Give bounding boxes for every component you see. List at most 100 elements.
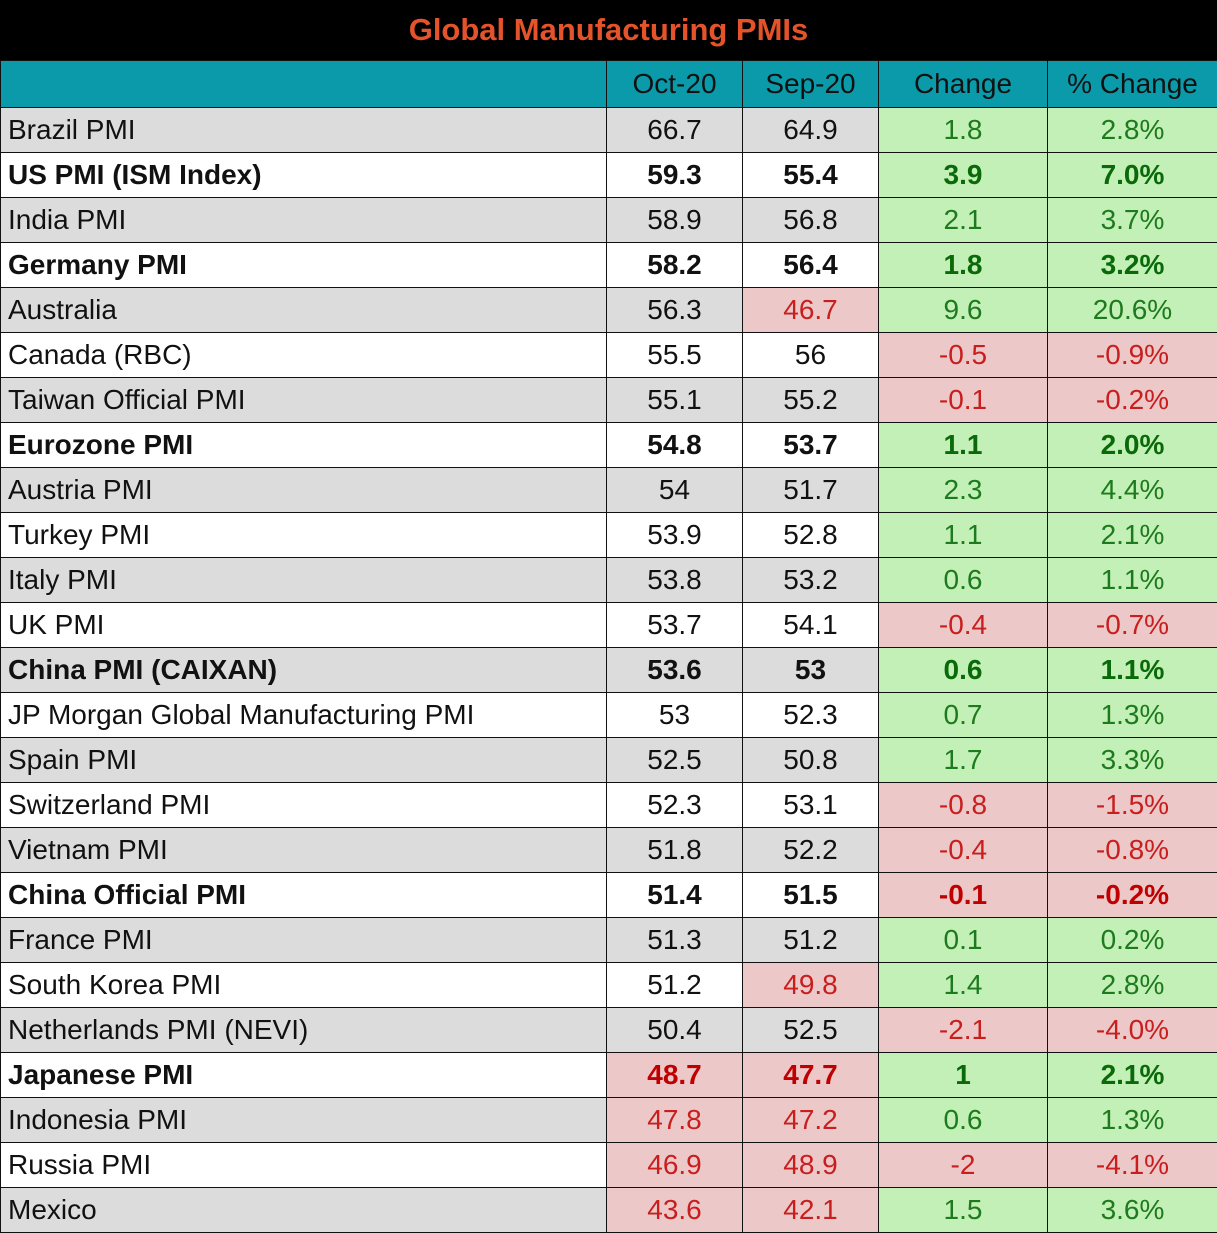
oct-20-cell: 66.7 bbox=[606, 107, 743, 153]
oct-20-cell: 51.4 bbox=[606, 872, 743, 918]
change-cell: -2.1 bbox=[878, 1007, 1048, 1053]
table-row: Eurozone PMI 54.8 53.7 1.1 2.0% bbox=[0, 422, 1217, 468]
oct-20-cell: 47.8 bbox=[606, 1097, 743, 1143]
change-cell: 2.3 bbox=[878, 467, 1048, 513]
country-name-cell: China PMI (CAIXAN) bbox=[0, 647, 607, 693]
country-name-cell: Russia PMI bbox=[0, 1142, 607, 1188]
pct-change-cell: -0.2% bbox=[1047, 377, 1217, 423]
pct-change-cell: 7.0% bbox=[1047, 152, 1217, 198]
sep-20-cell: 56 bbox=[742, 332, 879, 378]
pct-change-cell: 1.1% bbox=[1047, 557, 1217, 603]
sep-20-cell: 55.2 bbox=[742, 377, 879, 423]
table-row: Austria PMI 54 51.7 2.3 4.4% bbox=[0, 467, 1217, 513]
oct-20-cell: 53.8 bbox=[606, 557, 743, 603]
sep-20-cell: 42.1 bbox=[742, 1187, 879, 1233]
sep-20-cell: 46.7 bbox=[742, 287, 879, 333]
sep-20-cell: 47.7 bbox=[742, 1052, 879, 1098]
sep-20-cell: 47.2 bbox=[742, 1097, 879, 1143]
table-row: Mexico 43.6 42.1 1.5 3.6% bbox=[0, 1187, 1217, 1233]
header-change: Change bbox=[878, 60, 1048, 108]
sep-20-cell: 50.8 bbox=[742, 737, 879, 783]
table-row: US PMI (ISM Index) 59.3 55.4 3.9 7.0% bbox=[0, 152, 1217, 198]
pct-change-cell: 20.6% bbox=[1047, 287, 1217, 333]
country-name-cell: Japanese PMI bbox=[0, 1052, 607, 1098]
sep-20-cell: 56.4 bbox=[742, 242, 879, 288]
header-oct-20: Oct-20 bbox=[606, 60, 743, 108]
country-name-cell: Netherlands PMI (NEVI) bbox=[0, 1007, 607, 1053]
oct-20-cell: 53.6 bbox=[606, 647, 743, 693]
oct-20-cell: 50.4 bbox=[606, 1007, 743, 1053]
table-row: South Korea PMI 51.2 49.8 1.4 2.8% bbox=[0, 962, 1217, 1008]
country-name-cell: Canada (RBC) bbox=[0, 332, 607, 378]
table-row: Taiwan Official PMI 55.1 55.2 -0.1 -0.2% bbox=[0, 377, 1217, 423]
oct-20-cell: 59.3 bbox=[606, 152, 743, 198]
country-name-cell: Italy PMI bbox=[0, 557, 607, 603]
oct-20-cell: 51.3 bbox=[606, 917, 743, 963]
pct-change-cell: 3.2% bbox=[1047, 242, 1217, 288]
pct-change-cell: 2.1% bbox=[1047, 512, 1217, 558]
country-name-cell: China Official PMI bbox=[0, 872, 607, 918]
pct-change-cell: -0.2% bbox=[1047, 872, 1217, 918]
change-cell: 1.7 bbox=[878, 737, 1048, 783]
oct-20-cell: 58.9 bbox=[606, 197, 743, 243]
change-cell: -2 bbox=[878, 1142, 1048, 1188]
table-row: Italy PMI 53.8 53.2 0.6 1.1% bbox=[0, 557, 1217, 603]
country-name-cell: South Korea PMI bbox=[0, 962, 607, 1008]
sep-20-cell: 52.5 bbox=[742, 1007, 879, 1053]
sep-20-cell: 52.3 bbox=[742, 692, 879, 738]
table-row: Canada (RBC) 55.5 56 -0.5 -0.9% bbox=[0, 332, 1217, 378]
sep-20-cell: 51.7 bbox=[742, 467, 879, 513]
table-row: Vietnam PMI 51.8 52.2 -0.4 -0.8% bbox=[0, 827, 1217, 873]
table-row: Turkey PMI 53.9 52.8 1.1 2.1% bbox=[0, 512, 1217, 558]
pct-change-cell: 3.7% bbox=[1047, 197, 1217, 243]
change-cell: 9.6 bbox=[878, 287, 1048, 333]
sep-20-cell: 48.9 bbox=[742, 1142, 879, 1188]
oct-20-cell: 56.3 bbox=[606, 287, 743, 333]
country-name-cell: India PMI bbox=[0, 197, 607, 243]
sep-20-cell: 51.5 bbox=[742, 872, 879, 918]
country-name-cell: Eurozone PMI bbox=[0, 422, 607, 468]
pct-change-cell: 2.1% bbox=[1047, 1052, 1217, 1098]
table-row: Russia PMI 46.9 48.9 -2 -4.1% bbox=[0, 1142, 1217, 1188]
pct-change-cell: 3.6% bbox=[1047, 1187, 1217, 1233]
sep-20-cell: 53.2 bbox=[742, 557, 879, 603]
sep-20-cell: 49.8 bbox=[742, 962, 879, 1008]
table-row: Switzerland PMI 52.3 53.1 -0.8 -1.5% bbox=[0, 782, 1217, 828]
pct-change-cell: 1.3% bbox=[1047, 692, 1217, 738]
country-name-cell: Switzerland PMI bbox=[0, 782, 607, 828]
oct-20-cell: 48.7 bbox=[606, 1052, 743, 1098]
table-row: Indonesia PMI 47.8 47.2 0.6 1.3% bbox=[0, 1097, 1217, 1143]
table-row: Australia 56.3 46.7 9.6 20.6% bbox=[0, 287, 1217, 333]
table-row: Spain PMI 52.5 50.8 1.7 3.3% bbox=[0, 737, 1217, 783]
change-cell: -0.1 bbox=[878, 377, 1048, 423]
change-cell: -0.4 bbox=[878, 827, 1048, 873]
pct-change-cell: 0.2% bbox=[1047, 917, 1217, 963]
country-name-cell: Taiwan Official PMI bbox=[0, 377, 607, 423]
table-body: Brazil PMI 66.7 64.9 1.8 2.8% US PMI (ISM Ind… bbox=[0, 107, 1217, 1233]
table-row: Germany PMI 58.2 56.4 1.8 3.2% bbox=[0, 242, 1217, 288]
change-cell: -0.4 bbox=[878, 602, 1048, 648]
country-name-cell: Indonesia PMI bbox=[0, 1097, 607, 1143]
sep-20-cell: 64.9 bbox=[742, 107, 879, 153]
oct-20-cell: 54.8 bbox=[606, 422, 743, 468]
pct-change-cell: -0.7% bbox=[1047, 602, 1217, 648]
table-row: India PMI 58.9 56.8 2.1 3.7% bbox=[0, 197, 1217, 243]
change-cell: 1.1 bbox=[878, 512, 1048, 558]
country-name-cell: Germany PMI bbox=[0, 242, 607, 288]
oct-20-cell: 55.5 bbox=[606, 332, 743, 378]
sep-20-cell: 51.2 bbox=[742, 917, 879, 963]
sep-20-cell: 52.2 bbox=[742, 827, 879, 873]
country-name-cell: Brazil PMI bbox=[0, 107, 607, 153]
country-name-cell: France PMI bbox=[0, 917, 607, 963]
change-cell: -0.1 bbox=[878, 872, 1048, 918]
pct-change-cell: -4.0% bbox=[1047, 1007, 1217, 1053]
change-cell: 1 bbox=[878, 1052, 1048, 1098]
table-row: UK PMI 53.7 54.1 -0.4 -0.7% bbox=[0, 602, 1217, 648]
table-row: France PMI 51.3 51.2 0.1 0.2% bbox=[0, 917, 1217, 963]
oct-20-cell: 43.6 bbox=[606, 1187, 743, 1233]
country-name-cell: Mexico bbox=[0, 1187, 607, 1233]
country-name-cell: Turkey PMI bbox=[0, 512, 607, 558]
table-row: Japanese PMI 48.7 47.7 1 2.1% bbox=[0, 1052, 1217, 1098]
pct-change-cell: 2.8% bbox=[1047, 962, 1217, 1008]
